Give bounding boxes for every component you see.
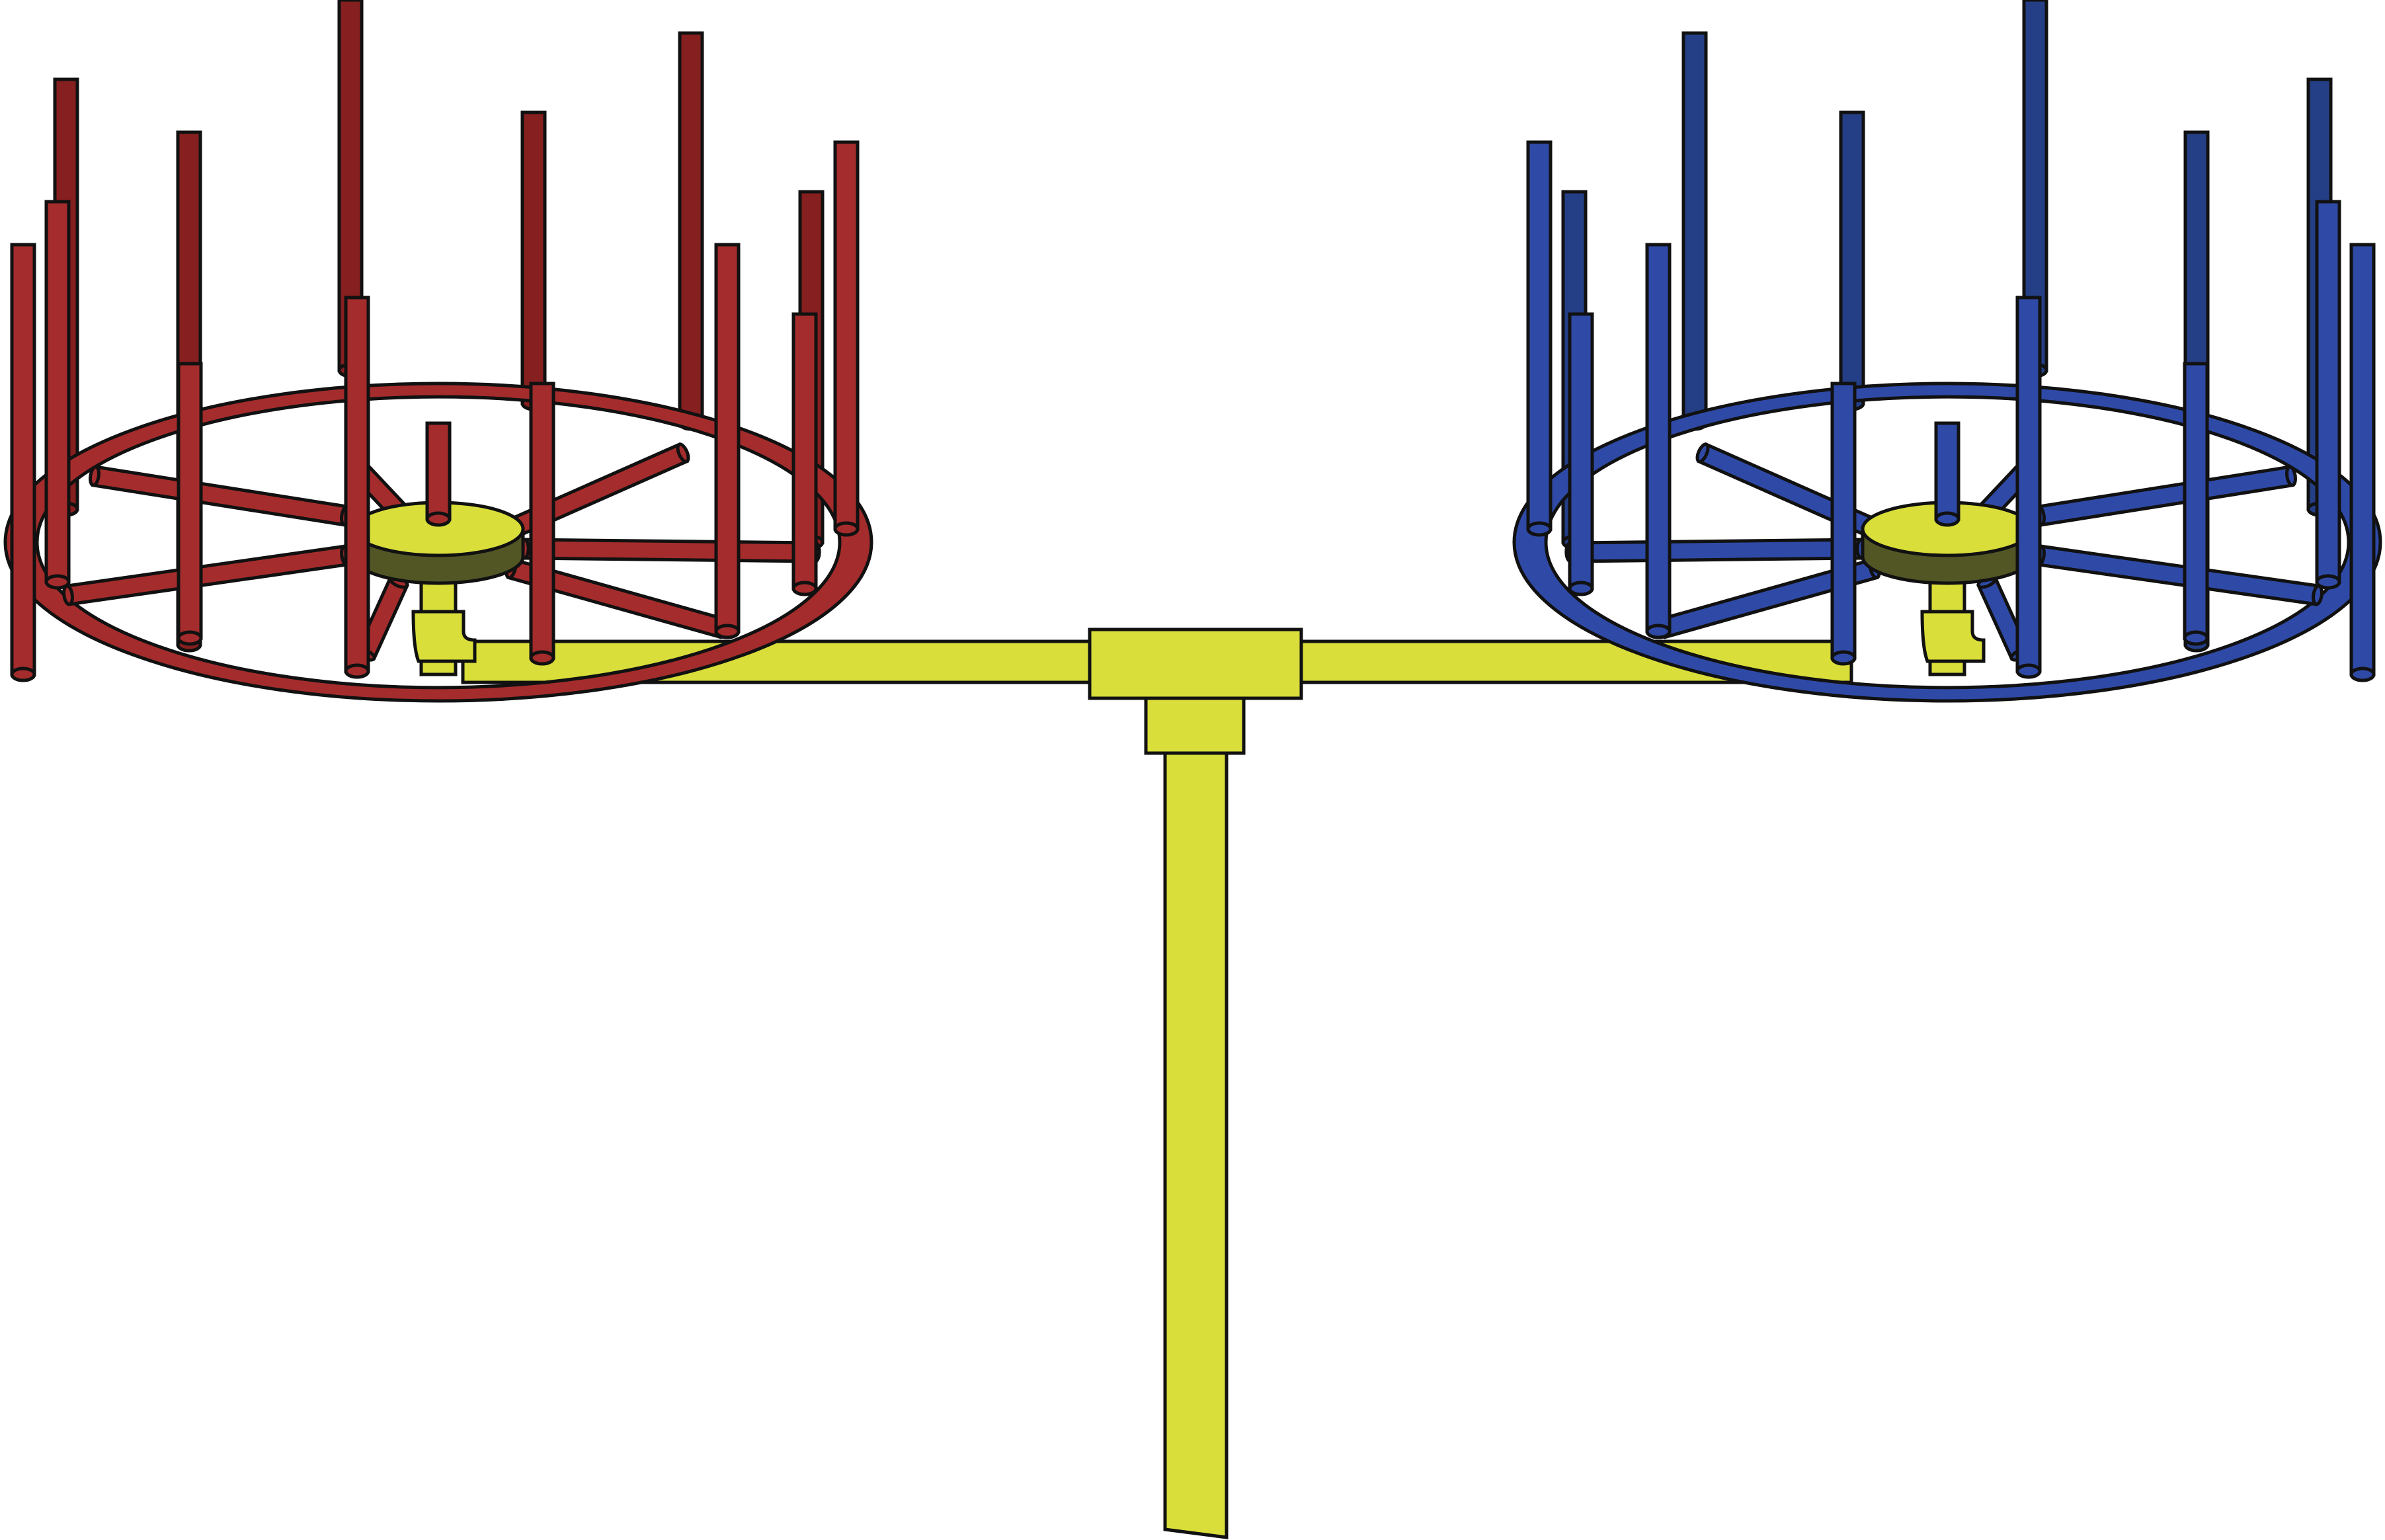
right-front-post-7 [1568, 312, 1594, 596]
right-hub-post [1934, 421, 1961, 527]
left-front-post-4 [344, 296, 370, 679]
left-front-post-5 [529, 382, 555, 666]
right-spoke-6 [1564, 538, 1867, 563]
left-hub-post [425, 421, 452, 527]
right-front-post-8 [1526, 140, 1553, 537]
right-front-post-5 [1830, 382, 1857, 666]
left-ring [3, 382, 873, 703]
right-front-post-6 [1645, 243, 1672, 639]
left-front-post-8 [833, 140, 860, 537]
left-spoke-6 [518, 538, 821, 563]
left-front-post-1 [10, 243, 36, 682]
right-front-post-3 [2183, 362, 2209, 646]
left-front-post-6 [714, 243, 741, 639]
right-wheel [1512, 0, 2382, 703]
left-spoke-2 [62, 544, 352, 606]
right-spoke-1 [2034, 465, 2297, 527]
right-front-post-4 [2015, 296, 2042, 679]
right-front-post-1 [2349, 243, 2376, 682]
left-spoke-1 [89, 465, 352, 527]
right-front-post-2 [2315, 200, 2341, 590]
mast [1163, 749, 1229, 1539]
left-back-post-5 [678, 31, 704, 431]
right-hub-stem [1920, 573, 1986, 676]
right-back-post-4 [1839, 110, 1865, 411]
left-front-post-7 [791, 312, 818, 596]
yellow-frame [461, 628, 1853, 1539]
right-back-post-5 [1681, 31, 1708, 431]
left-front-post-3 [177, 362, 203, 646]
t-junction-top [1088, 628, 1303, 700]
left-front-post-2 [44, 200, 71, 590]
left-hub [352, 501, 525, 585]
left-hub-stem [411, 573, 477, 676]
left-wheel [3, 0, 873, 703]
left-back-post-4 [520, 110, 547, 411]
collar [1144, 696, 1246, 755]
right-spoke-2 [2034, 544, 2324, 606]
right-ring [1512, 382, 2382, 703]
